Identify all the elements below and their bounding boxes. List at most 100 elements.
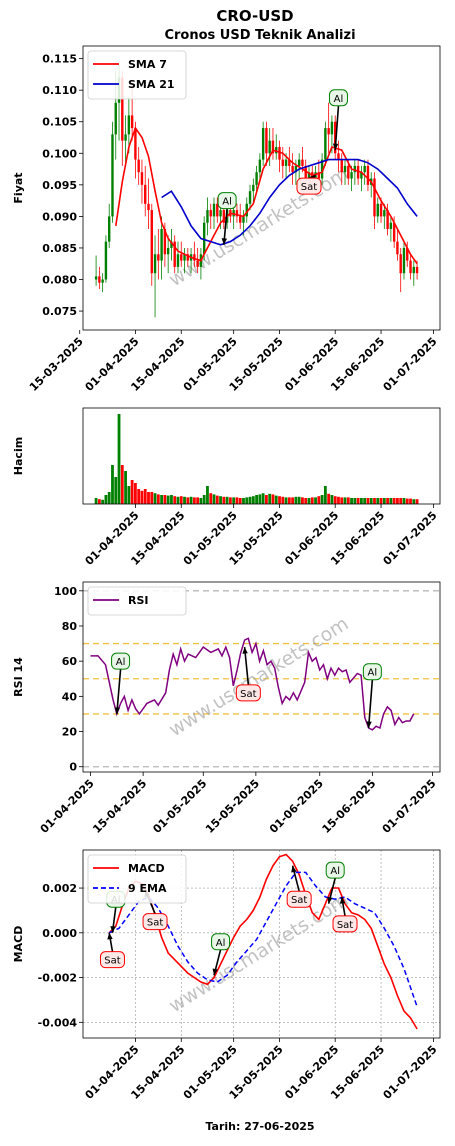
annotation-arrowhead xyxy=(107,932,113,940)
volume-bar xyxy=(202,495,206,504)
candle-body xyxy=(409,260,412,274)
candle-body xyxy=(111,134,114,217)
volume-bar xyxy=(232,497,236,504)
candle-body xyxy=(239,216,242,223)
annotation-arrow xyxy=(367,679,374,729)
volume-bar xyxy=(166,495,170,504)
volume-bar xyxy=(225,496,229,504)
plot-frame xyxy=(82,407,441,505)
volume-bar xyxy=(183,496,186,504)
volume-bar xyxy=(192,497,196,504)
annotation-arrowhead xyxy=(366,721,372,729)
x-tick-label: 01-07-2025 xyxy=(381,509,440,568)
volume-bar xyxy=(258,494,262,504)
y-tick-label: 20 xyxy=(62,726,78,739)
y-axis-label: MACD xyxy=(12,926,25,963)
legend-box xyxy=(87,586,187,616)
buy-signal-box xyxy=(111,652,131,670)
y-tick-label: 0.000 xyxy=(42,927,77,940)
buy-signal-box xyxy=(362,663,382,681)
candle-body xyxy=(379,203,383,217)
chart-title: CRO-USD xyxy=(216,7,293,25)
volume-bar xyxy=(304,498,308,504)
candle-body xyxy=(402,247,406,274)
volume-bar xyxy=(337,496,340,504)
legend-box xyxy=(87,50,187,100)
candle-body xyxy=(278,146,281,160)
candle-body xyxy=(144,184,147,204)
y-tick-label: -0.004 xyxy=(38,1016,78,1029)
candle-body xyxy=(317,172,321,179)
candle-body xyxy=(366,165,370,185)
volume-bar xyxy=(340,497,344,504)
volume-bar xyxy=(265,495,268,504)
candle-body xyxy=(183,254,186,261)
legend-label: SMA 7 xyxy=(128,58,167,71)
candle-body xyxy=(202,222,206,255)
candle-body xyxy=(363,165,366,173)
candle-body xyxy=(176,254,180,267)
volume-bar xyxy=(317,496,321,504)
legend-label: RSI xyxy=(128,594,149,607)
watermark: www.uscmarkets.com xyxy=(165,613,352,741)
x-tick-label: 15-05-2025 xyxy=(203,777,262,836)
sell-signal-label: Sat xyxy=(104,956,120,967)
volume-bar xyxy=(369,498,373,504)
sma7-line xyxy=(115,126,418,265)
volume-bar xyxy=(297,496,301,504)
y-axis-label: Hacim xyxy=(12,437,25,475)
x-tick-label: 01-07-2025 xyxy=(381,335,440,394)
plot-frame xyxy=(82,45,441,331)
volume-bar xyxy=(150,492,154,504)
volume-bar xyxy=(124,471,127,504)
annotation-arrowhead xyxy=(212,968,218,976)
candle-body xyxy=(353,165,357,173)
x-tick-label: 01-05-2025 xyxy=(150,777,209,836)
y-tick-label: 0.095 xyxy=(42,179,77,192)
volume-bar xyxy=(291,497,295,504)
candle-body xyxy=(242,216,245,223)
volume-bar xyxy=(137,489,141,504)
candle-body xyxy=(166,247,170,255)
volume-bar xyxy=(209,493,213,504)
x-tick-label: 01-04-2025 xyxy=(38,777,97,836)
volume-bar xyxy=(255,495,258,504)
buy-signal-label: Al xyxy=(222,197,232,208)
candle-body xyxy=(222,210,226,223)
volume-bar xyxy=(248,496,252,504)
rsi-line xyxy=(90,637,415,731)
volume-bar xyxy=(376,498,380,504)
volume-bar xyxy=(399,498,403,504)
candle-body xyxy=(180,254,183,261)
candle-body xyxy=(340,159,343,173)
volume-bar xyxy=(405,498,409,504)
volume-bar xyxy=(186,497,190,504)
price-panel: www.uscmarkets.comAlSatAl0.0750.0800.085… xyxy=(12,45,441,394)
x-tick-label: 01-07-2025 xyxy=(380,777,439,836)
candle-body xyxy=(399,254,402,274)
candle-body xyxy=(212,203,216,217)
candle-body xyxy=(356,165,360,179)
volume-bar xyxy=(363,498,367,504)
annotation-arrowhead xyxy=(221,238,228,245)
volume-bar xyxy=(134,483,137,504)
volume-bar xyxy=(373,498,376,504)
candle-body xyxy=(160,229,163,261)
chart-subtitle: Cronos USD Teknik Analizi xyxy=(164,28,355,43)
candle-body xyxy=(170,241,173,248)
volume-bar xyxy=(219,496,222,504)
sell-signal-label: Sat xyxy=(291,895,307,906)
candle-body xyxy=(297,159,301,166)
volume-bar xyxy=(409,498,412,504)
candle-body xyxy=(392,222,396,242)
annotation-arrowhead xyxy=(339,897,346,904)
volume-bar xyxy=(301,497,304,504)
volume-bar xyxy=(268,493,272,504)
candle-body xyxy=(108,216,111,242)
volume-bar xyxy=(156,494,160,504)
candle-body xyxy=(415,266,419,274)
volume-bar xyxy=(228,497,232,504)
candle-body xyxy=(94,276,98,280)
candle-body xyxy=(261,128,265,160)
sell-signal-label: Sat xyxy=(337,920,353,931)
